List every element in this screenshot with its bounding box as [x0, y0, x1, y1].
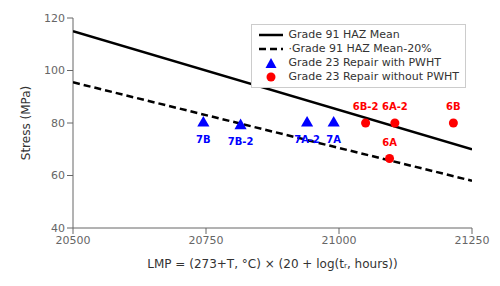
svg-text:120: 120 [44, 12, 65, 25]
svg-text:20500: 20500 [56, 234, 91, 247]
svg-text:40: 40 [51, 222, 65, 235]
svg-text:6A: 6A [382, 137, 397, 148]
svg-text:7B: 7B [196, 134, 211, 145]
svg-text:21250: 21250 [455, 234, 490, 247]
svg-text:7A-2: 7A-2 [294, 134, 320, 145]
svg-text:LMP = (273+T, °C) × (20 + log(: LMP = (273+T, °C) × (20 + log(tᵣ, hours)… [147, 257, 397, 271]
html-text:Grade 91 HAZ Mean: Grade 91 HAZ Mean [288, 28, 400, 41]
html-text:Grade 23 Repair with PWHT: Grade 23 Repair with PWHT [288, 56, 441, 69]
svg-text:7A: 7A [326, 134, 341, 145]
svg-text:6B-2: 6B-2 [353, 101, 379, 112]
svg-text:100: 100 [44, 64, 65, 77]
svg-text:6A-2: 6A-2 [382, 101, 408, 112]
html-text:Grade 23 Repair without PWHT: Grade 23 Repair without PWHT [288, 70, 459, 83]
svg-text:Stress (MPa): Stress (MPa) [19, 86, 33, 160]
html-text:·Grade 91 HAZ Mean-20%: ·Grade 91 HAZ Mean-20% [288, 42, 432, 55]
svg-text:7B-2: 7B-2 [228, 136, 254, 147]
svg-text:21000: 21000 [322, 234, 357, 247]
svg-text:6B: 6B [446, 101, 461, 112]
svg-text:60: 60 [51, 169, 65, 182]
svg-text:80: 80 [51, 117, 65, 130]
svg-text:20750: 20750 [189, 234, 224, 247]
